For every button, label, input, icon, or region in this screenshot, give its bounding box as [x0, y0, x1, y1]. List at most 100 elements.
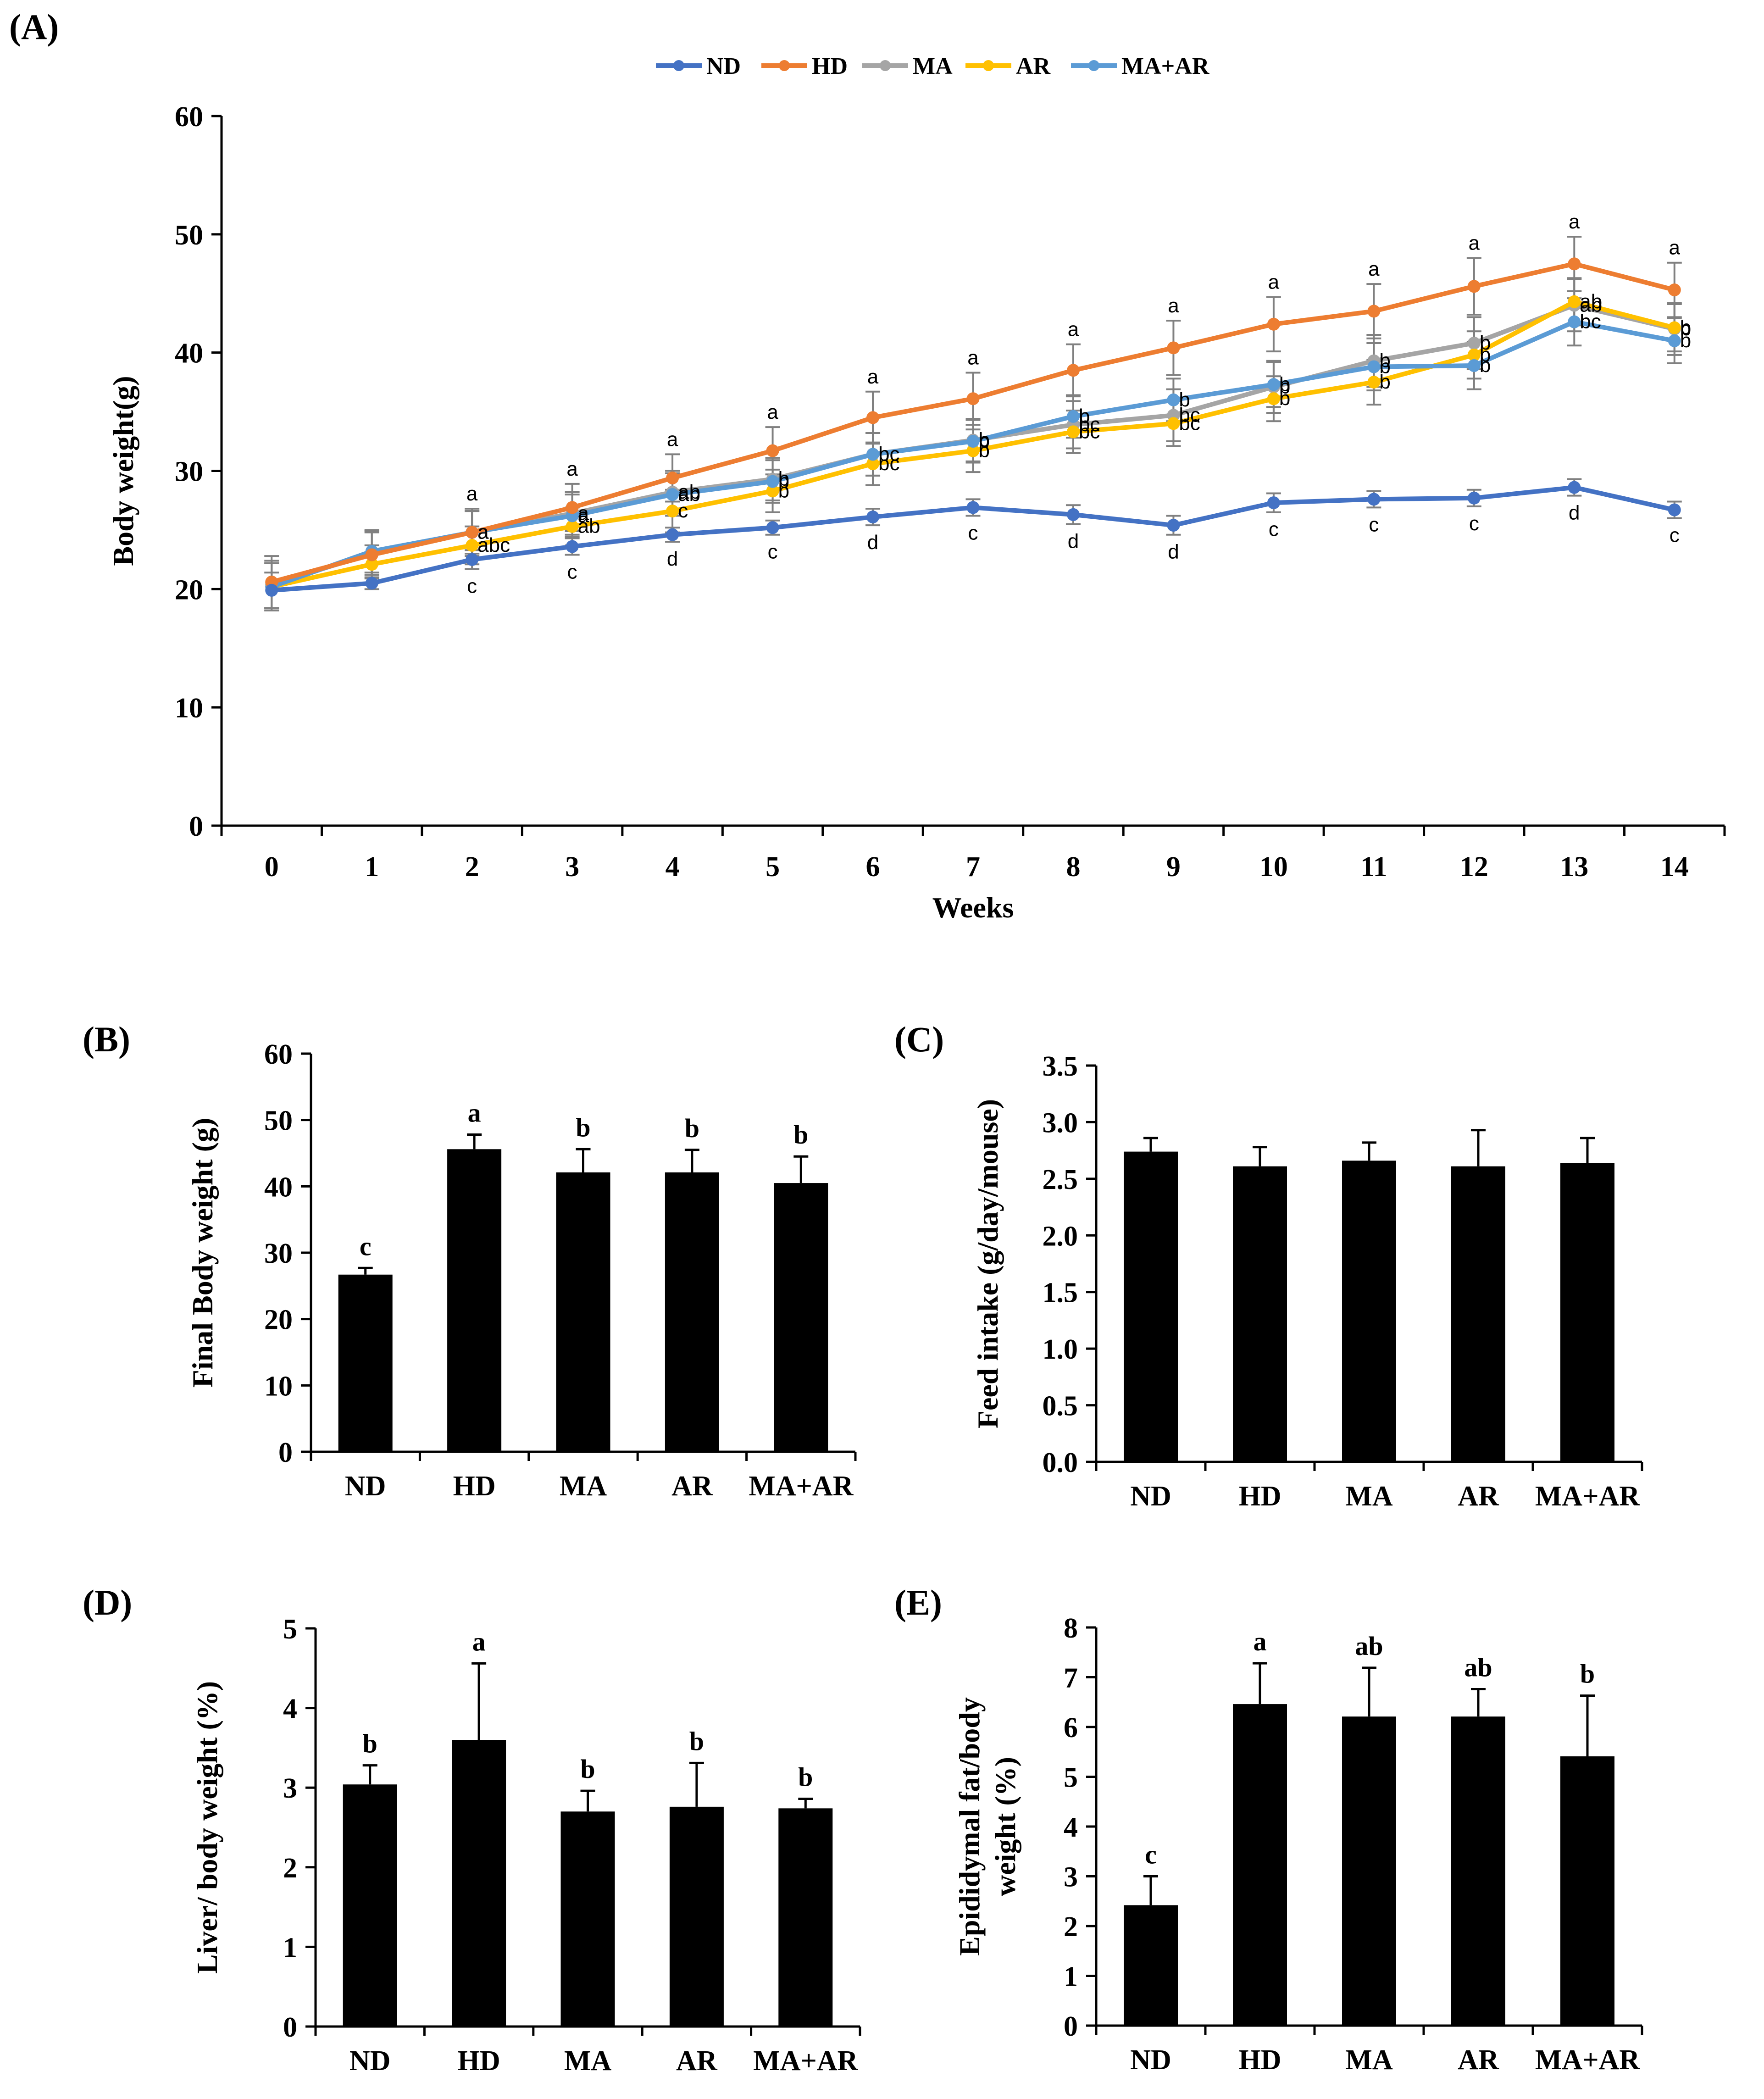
significance-label: c: [1145, 1840, 1157, 1870]
significance-label: b: [778, 468, 789, 490]
panel-b: (B) 0 10 20 30 40 50 60 Final Body weight (g) c ND…: [83, 1019, 857, 1502]
bar-hd: [1233, 1704, 1287, 2026]
significance-label: ab: [1464, 1653, 1492, 1683]
x-tick-label: AR: [671, 1471, 713, 1502]
y-tick-label: 40: [175, 338, 203, 369]
significance-label: d: [867, 531, 878, 554]
x-tick-label: MA: [560, 1471, 607, 1502]
bar-ar: [665, 1172, 719, 1452]
panel-c: (C) 0.0 0.5 1.0 1.5 2.0 2.5 3.0 3.5 Feed intake (…: [894, 1019, 1643, 1512]
x-tick-label: ND: [1130, 2044, 1171, 2076]
significance-label: a: [1068, 318, 1079, 341]
significance-label: a: [566, 458, 578, 480]
x-tick-label: 2: [465, 851, 479, 883]
y-tick-label: 2: [283, 1853, 297, 1884]
data-point: [866, 511, 880, 524]
significance-label: ab: [1580, 290, 1602, 313]
bar-ma-ar: [1560, 1163, 1614, 1462]
x-tick-label: MA+AR: [753, 2045, 858, 2077]
significance-label: bc: [1179, 412, 1200, 434]
significance-label: a: [767, 401, 778, 423]
bar-ma-ar: [778, 1808, 833, 2027]
x-tick-label: HD: [458, 2045, 500, 2077]
y-axis-title: Liver/ body weight (%): [191, 1681, 223, 1974]
data-point: [766, 475, 779, 488]
data-point: [866, 457, 880, 471]
significance-label: ab: [1355, 1631, 1383, 1661]
data-point: [1066, 508, 1080, 521]
significance-label: b: [778, 470, 789, 493]
significance-label: a: [1168, 294, 1179, 317]
data-point: [1167, 341, 1180, 355]
x-axis-title: Weeks: [932, 891, 1014, 924]
data-point: [1367, 376, 1381, 389]
data-point: [766, 521, 779, 534]
y-axis-title: Body weight(g): [107, 376, 139, 566]
data-point: [966, 501, 980, 514]
significance-label: bc: [1580, 311, 1601, 333]
y-tick-label: 3: [1064, 1862, 1078, 1893]
data-point: [566, 501, 579, 514]
y-tick-label: 30: [264, 1238, 293, 1269]
x-tick-label: HD: [1239, 2044, 1281, 2076]
legend-label: MA+AR: [1121, 53, 1210, 79]
significance-label: c: [467, 575, 477, 598]
significance-label: bc: [878, 443, 899, 465]
significance-label: b: [778, 479, 789, 502]
y-tick-label: 30: [175, 456, 203, 488]
legend-swatch-marker: [983, 60, 994, 71]
y-tick-label: 5: [1064, 1762, 1078, 1794]
bar-ma: [1342, 1161, 1396, 1462]
significance-label: c: [968, 522, 978, 544]
significance-label: c: [1369, 513, 1379, 536]
significance-label: b: [1279, 375, 1290, 398]
x-tick-label: AR: [676, 2045, 718, 2077]
significance-label: b: [979, 428, 990, 451]
x-tick-label: AR: [1458, 1481, 1499, 1512]
significance-label: c: [678, 500, 688, 522]
significance-label: b: [685, 1113, 699, 1143]
y-tick-label: 50: [175, 220, 203, 251]
data-point: [1568, 257, 1581, 271]
significance-label: a: [1368, 258, 1380, 280]
y-axis-title-line: Epididymal fat/body: [953, 1697, 986, 1956]
significance-label: ab: [578, 515, 600, 538]
significance-label: b: [1480, 344, 1491, 366]
significance-label: b: [1480, 332, 1491, 354]
y-tick-label: 10: [175, 693, 203, 724]
significance-label: ab: [678, 483, 700, 505]
data-point: [265, 583, 278, 597]
bar-ma-ar: [1560, 1756, 1614, 2026]
y-tick-label: 4: [1064, 1812, 1078, 1843]
significance-label: a: [1254, 1627, 1267, 1656]
bar-ma: [560, 1811, 615, 2027]
significance-label: a: [477, 521, 489, 544]
significance-label: a: [667, 428, 678, 450]
bar-ar: [1451, 1716, 1505, 2026]
significance-label: a: [1669, 237, 1681, 259]
panel-e: (E) 0 1 2 3 4 5 6 7 8 Epididymal fat/body weight (%…: [894, 1583, 1643, 2076]
significance-label: b: [576, 1112, 590, 1142]
legend-swatch-marker: [673, 60, 684, 71]
data-point: [1066, 410, 1080, 423]
x-tick-label: MA+AR: [1535, 1481, 1640, 1512]
x-tick-label: 3: [565, 851, 579, 883]
significance-label: b: [1379, 355, 1390, 378]
y-tick-label: 10: [264, 1371, 293, 1402]
significance-label: a: [578, 502, 589, 524]
significance-label: c: [768, 541, 778, 563]
y-tick-label: 5: [283, 1614, 297, 1645]
y-tick-label: 0: [189, 811, 203, 842]
data-point: [1467, 337, 1481, 350]
x-tick-label: 0: [265, 851, 279, 883]
panel-label: (A): [9, 7, 59, 47]
bar-nd: [343, 1784, 397, 2027]
data-point: [1467, 491, 1481, 505]
significance-label: ab: [1580, 294, 1602, 317]
data-point: [466, 553, 479, 566]
y-axis-title: Final Body weight (g): [186, 1118, 219, 1388]
data-point: [466, 526, 479, 539]
bar-hd: [447, 1149, 502, 1452]
x-tick-label: 12: [1460, 851, 1488, 883]
